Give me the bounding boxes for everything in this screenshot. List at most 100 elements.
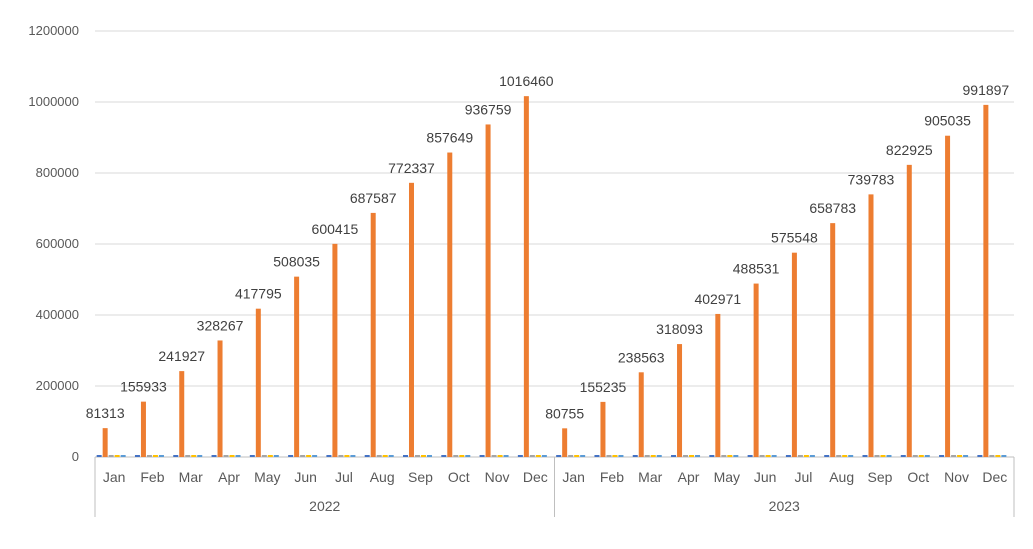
minor-series-bar [695, 455, 701, 457]
minor-series-bar [249, 455, 255, 457]
bar-2023-mar [638, 372, 644, 457]
bar-2023-sep [868, 194, 874, 458]
data-label: 739783 [848, 171, 895, 187]
minor-series-bar [529, 455, 535, 457]
minor-series-bar [312, 455, 318, 457]
minor-series-bar [300, 455, 306, 457]
minor-series-bar [747, 455, 753, 457]
data-label: 658783 [809, 200, 856, 216]
bar-2023-may [715, 313, 721, 457]
x-tick-label: Feb [140, 469, 164, 485]
bar-2023-jul [791, 252, 797, 457]
minor-series-bar [459, 455, 465, 457]
minor-series-bar [824, 455, 830, 457]
minor-series-bar [108, 455, 114, 457]
minor-series-bar [338, 455, 344, 457]
minor-series-bar [503, 455, 509, 457]
minor-series-bar [963, 455, 969, 457]
minor-series-bar [556, 455, 562, 457]
y-axis-tick-labels: 0 200000 400000 600000 800000 1000000 1200000 [28, 23, 79, 464]
minor-series-bar [146, 455, 152, 457]
x-tick-label: Oct [448, 469, 470, 485]
minor-series-bar [650, 455, 656, 457]
data-label: 238563 [618, 349, 665, 365]
data-label: 241927 [158, 348, 205, 364]
minor-series-bar [96, 455, 102, 457]
minor-series-bar [618, 455, 624, 457]
minor-series-bar [900, 455, 906, 457]
minor-series-bar [759, 455, 765, 457]
minor-series-bar [709, 455, 715, 457]
minor-series-bar [574, 455, 580, 457]
minor-series-bar [594, 455, 600, 457]
minor-series-bar [918, 455, 924, 457]
minor-series-bar [223, 455, 229, 457]
x-tick-label: Sep [408, 469, 433, 485]
minor-series-bar [797, 455, 803, 457]
minor-series-bar [977, 455, 983, 457]
minor-series-bar [568, 455, 574, 457]
minor-series-bar [886, 455, 892, 457]
x-tick-label: Aug [370, 469, 395, 485]
minor-series-bar [497, 455, 503, 457]
minor-series-bar [656, 455, 662, 457]
data-label: 1016460 [499, 73, 554, 89]
minor-series-bar [235, 455, 241, 457]
minor-series-bar [880, 455, 886, 457]
x-tick-label: Sep [868, 469, 893, 485]
x-tick-label: Jan [103, 469, 126, 485]
x-tick-label: Jan [562, 469, 585, 485]
y-tick-label: 200000 [36, 378, 79, 393]
minor-series-bar [683, 455, 689, 457]
minor-series-bar [848, 455, 854, 457]
minor-series-bar [517, 455, 523, 457]
minor-series-bar [535, 455, 541, 457]
minor-series-bar [644, 455, 650, 457]
x-axis: Jan Feb Mar Apr May Jun Jul Aug Sep Oct Nov Dec 2022… [94, 457, 1015, 517]
minor-series-bar [580, 455, 586, 457]
data-label: 80755 [545, 405, 584, 421]
data-label: 508035 [273, 254, 320, 270]
minor-series-bar [382, 455, 388, 457]
bar-2023-feb [600, 401, 606, 457]
data-label: 155235 [580, 379, 627, 395]
data-label: 318093 [656, 321, 703, 337]
y-tick-label: 600000 [36, 236, 79, 251]
group-label: 2023 [769, 498, 800, 514]
x-tick-label: Nov [944, 469, 969, 485]
minor-series-bar [288, 455, 294, 457]
minor-series-bar [924, 455, 930, 457]
minor-series-bar [273, 455, 279, 457]
bar-2022-jul [332, 243, 338, 457]
bar-2022-mar [179, 371, 185, 457]
bar-2023-oct [906, 164, 912, 457]
bar-2022-jan [102, 428, 108, 457]
minor-series-bar [465, 455, 471, 457]
bar-2022-feb [140, 401, 146, 457]
group-label: 2022 [309, 498, 340, 514]
minor-series-bar [803, 455, 809, 457]
x-tick-label: Mar [179, 469, 203, 485]
x-tick-label: Apr [678, 469, 700, 485]
gridlines [95, 30, 1014, 458]
minor-series-bar [612, 455, 618, 457]
minor-series-bar [388, 455, 394, 457]
x-tick-label: May [714, 469, 740, 485]
minor-series-bar [453, 455, 459, 457]
x-tick-label: Apr [218, 469, 240, 485]
bar-2022-may [255, 308, 261, 457]
x-tick-label: Jun [754, 469, 777, 485]
bar-2022-nov [485, 124, 491, 457]
x-tick-label: Jul [335, 469, 353, 485]
minor-series-bar [957, 455, 963, 457]
bar-2022-dec [523, 96, 529, 457]
bar-2022-jun [294, 276, 300, 457]
data-label: 905035 [924, 113, 971, 129]
minor-series-bar [185, 455, 191, 457]
minor-series-bar [785, 455, 791, 457]
x-tick-label: May [254, 469, 280, 485]
minor-series-bar [862, 455, 868, 457]
minor-series-bar [426, 455, 432, 457]
minor-series-bar [632, 455, 638, 457]
